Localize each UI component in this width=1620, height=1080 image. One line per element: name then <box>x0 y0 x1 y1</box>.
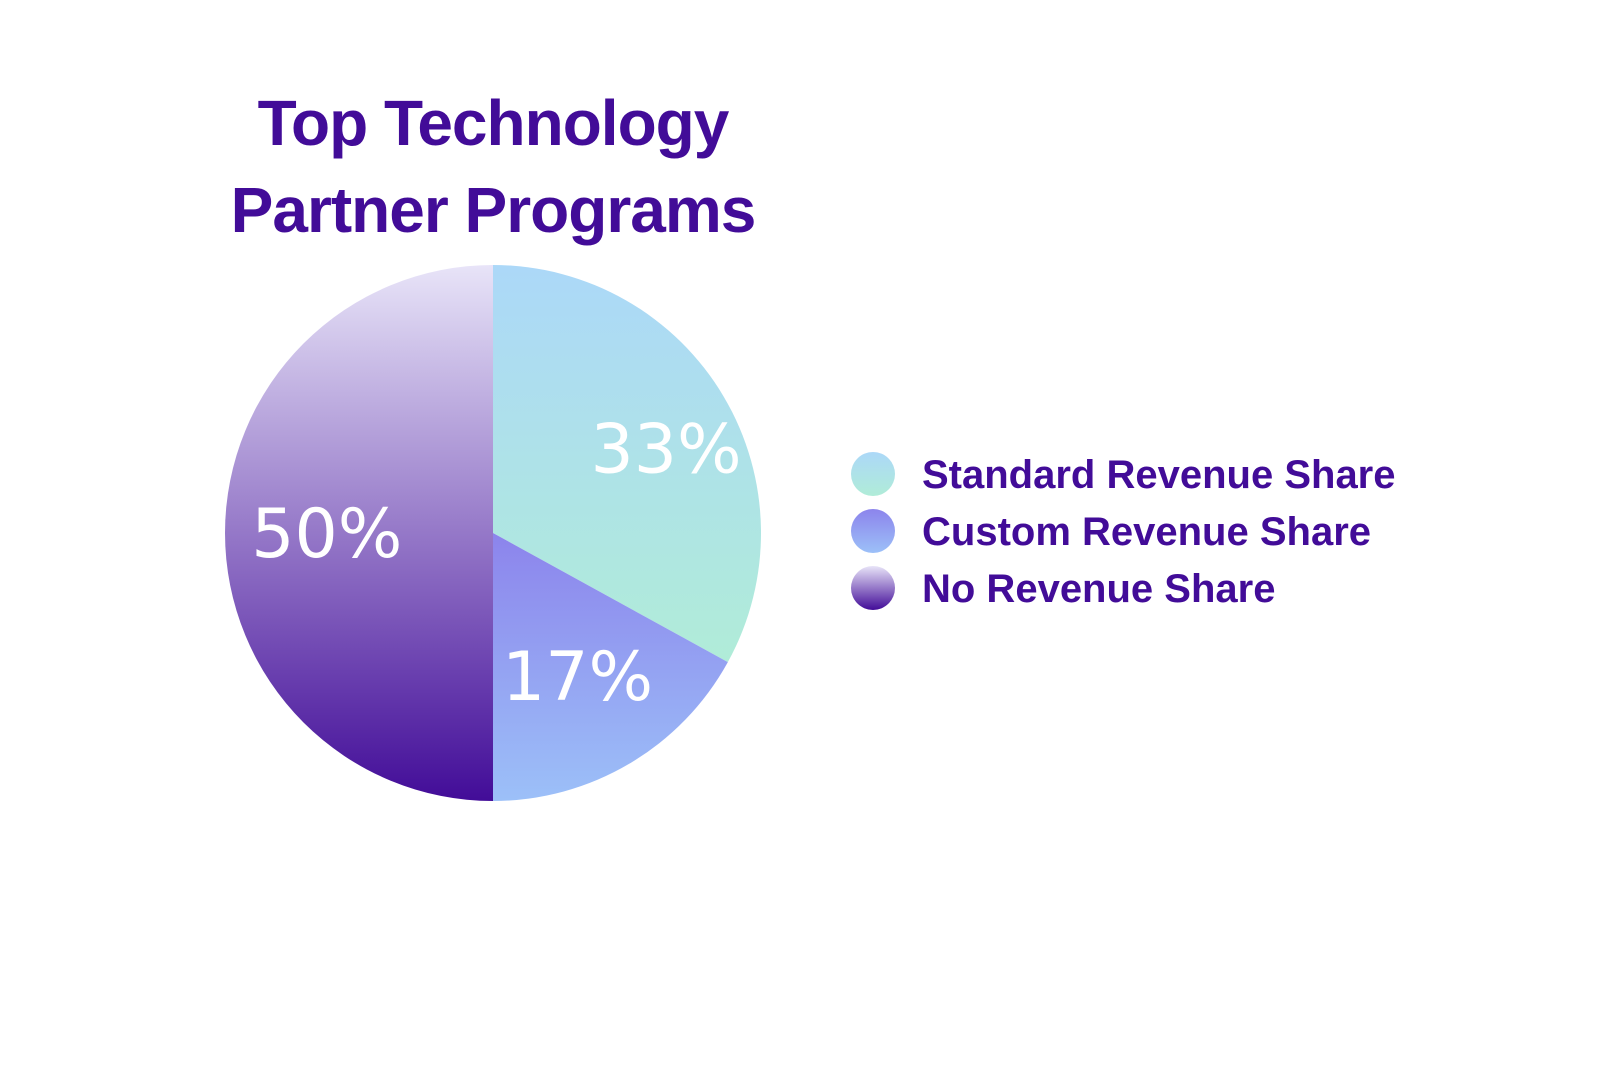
chart-title: Top Technology Partner Programs <box>231 87 757 246</box>
slice-label-custom-revenue-share: 17% <box>502 638 653 717</box>
pie-slice-no-revenue-share <box>225 265 493 801</box>
legend-label-no-revenue-share: No Revenue Share <box>922 567 1275 611</box>
legend-swatch-no-revenue-share <box>851 566 895 610</box>
slice-labels: 33% 17% 50% <box>251 410 741 717</box>
legend-label-standard-revenue-share: Standard Revenue Share <box>922 453 1396 497</box>
pie-slice-standard-revenue-share <box>493 265 762 663</box>
legend: Standard Revenue Share Custom Revenue Sha… <box>851 452 1396 611</box>
pie-slices <box>225 265 762 801</box>
legend-label-custom-revenue-share: Custom Revenue Share <box>922 510 1371 554</box>
chart-title-line-2: Partner Programs <box>231 174 756 246</box>
chart-title-line-1: Top Technology <box>258 87 730 159</box>
pie-slice-custom-revenue-share <box>493 533 728 801</box>
legend-swatch-standard-revenue-share <box>851 452 895 496</box>
slice-label-no-revenue-share: 50% <box>251 495 402 574</box>
legend-swatch-custom-revenue-share <box>851 509 895 553</box>
slice-label-standard-revenue-share: 33% <box>590 410 741 489</box>
